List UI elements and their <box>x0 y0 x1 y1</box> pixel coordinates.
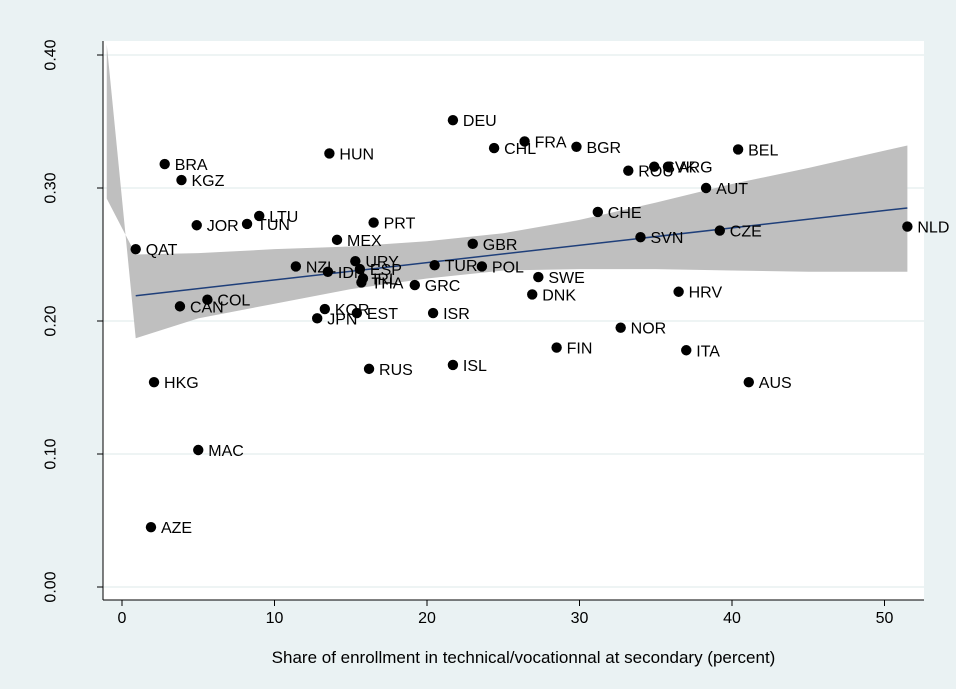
data-point <box>533 272 543 282</box>
data-point <box>355 264 365 274</box>
point-label: NOR <box>631 321 667 338</box>
point-label: RUS <box>379 362 413 379</box>
data-point <box>175 301 185 311</box>
point-label: GRC <box>425 278 461 295</box>
x-tick-label: 0 <box>118 610 127 627</box>
data-point <box>176 175 186 185</box>
data-point <box>332 235 342 245</box>
point-label: ARG <box>678 160 713 177</box>
data-point <box>356 277 366 287</box>
data-point <box>410 280 420 290</box>
point-label: MEX <box>347 233 382 250</box>
data-point <box>312 313 322 323</box>
data-point <box>477 261 487 271</box>
data-point <box>242 219 252 229</box>
x-tick-label: 50 <box>876 610 894 627</box>
point-label: MAC <box>208 443 244 460</box>
point-label: FRA <box>535 134 567 151</box>
data-point <box>149 377 159 387</box>
point-label: ITA <box>696 343 720 360</box>
point-label: PRT <box>384 216 416 233</box>
data-point <box>160 159 170 169</box>
point-label: BRA <box>175 157 208 174</box>
data-point <box>364 364 374 374</box>
data-point <box>635 232 645 242</box>
data-point <box>291 261 301 271</box>
data-point <box>681 345 691 355</box>
data-point <box>593 207 603 217</box>
x-tick-label: 20 <box>418 610 436 627</box>
point-label: HKG <box>164 375 199 392</box>
point-label: AUS <box>759 375 792 392</box>
point-label: SVN <box>651 230 684 247</box>
point-label: AZE <box>161 520 192 537</box>
data-point <box>902 221 912 231</box>
data-point <box>448 115 458 125</box>
data-point <box>323 267 333 277</box>
y-tick-label: 0.40 <box>43 39 60 70</box>
point-label: SWE <box>548 270 584 287</box>
point-label: HUN <box>339 146 374 163</box>
point-label: AUT <box>716 181 748 198</box>
data-point <box>193 445 203 455</box>
x-tick-label: 30 <box>571 610 589 627</box>
point-label: JOR <box>207 218 239 235</box>
point-label: HRV <box>689 285 723 302</box>
data-point <box>571 142 581 152</box>
data-point <box>623 166 633 176</box>
x-tick-label: 40 <box>723 610 741 627</box>
point-label: NLD <box>917 220 949 237</box>
data-point <box>615 322 625 332</box>
x-axis-title: Share of enrollment in technical/vocatio… <box>272 648 776 667</box>
data-point <box>527 289 537 299</box>
data-point <box>701 183 711 193</box>
data-point <box>429 260 439 270</box>
data-point <box>489 143 499 153</box>
data-point <box>715 225 725 235</box>
x-tick-label: 10 <box>266 610 284 627</box>
point-label: ISR <box>443 306 470 323</box>
data-point <box>468 239 478 249</box>
data-point <box>324 148 334 158</box>
y-tick-label: 0.00 <box>43 571 60 602</box>
point-label: THA <box>371 275 403 292</box>
data-point <box>744 377 754 387</box>
point-label: CAN <box>190 299 224 316</box>
data-point <box>649 162 659 172</box>
data-point <box>368 217 378 227</box>
data-point <box>663 162 673 172</box>
point-label: DNK <box>542 287 576 304</box>
point-label: EST <box>367 306 398 323</box>
point-label: FIN <box>567 341 593 358</box>
point-label: ISL <box>463 358 487 375</box>
point-label: TUN <box>257 217 290 234</box>
point-label: BEL <box>748 142 778 159</box>
point-label: KGZ <box>191 173 224 190</box>
point-label: POL <box>492 259 524 276</box>
data-point <box>448 360 458 370</box>
data-point <box>192 220 202 230</box>
data-point <box>733 144 743 154</box>
point-label: GBR <box>483 237 518 254</box>
data-point <box>146 522 156 532</box>
point-label: CZE <box>730 224 762 241</box>
data-point <box>428 308 438 318</box>
data-point <box>131 244 141 254</box>
point-label: CHL <box>504 141 536 158</box>
y-tick-label: 0.30 <box>43 172 60 203</box>
y-tick-label: 0.10 <box>43 438 60 469</box>
point-label: JPN <box>327 311 357 328</box>
point-label: CHE <box>608 205 642 222</box>
y-tick-label: 0.20 <box>43 305 60 336</box>
data-point <box>551 342 561 352</box>
point-label: BGR <box>586 140 621 157</box>
point-label: DEU <box>463 113 497 130</box>
point-label: TUR <box>445 258 478 275</box>
point-label: QAT <box>146 242 178 259</box>
data-point <box>673 287 683 297</box>
